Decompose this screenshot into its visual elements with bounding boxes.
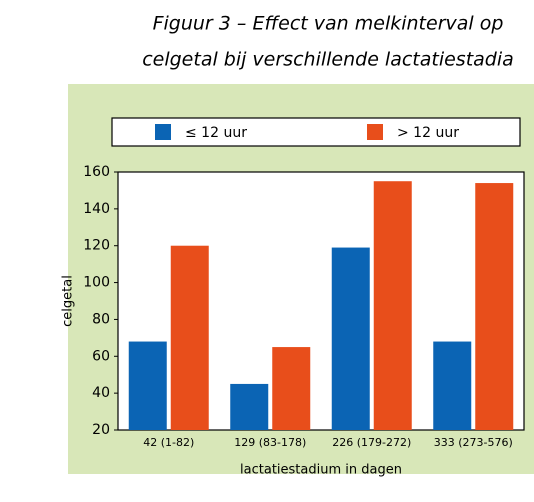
y-tick-label: 60 bbox=[92, 348, 110, 364]
y-tick-label: 140 bbox=[83, 201, 110, 217]
x-tick-label: 333 (273-576) bbox=[434, 436, 513, 449]
legend-swatch bbox=[367, 124, 383, 140]
bar bbox=[331, 247, 370, 430]
legend-swatch bbox=[155, 124, 171, 140]
bar bbox=[433, 341, 472, 430]
y-axis-label: celgetal bbox=[61, 275, 76, 327]
chart-title: Figuur 3 – Effect van melkinterval op bbox=[153, 13, 504, 35]
x-tick-label: 226 (179-272) bbox=[332, 436, 411, 449]
chart-title: celgetal bij verschillende lactatiestadi… bbox=[142, 49, 514, 71]
y-tick-label: 40 bbox=[92, 385, 110, 401]
x-axis-label: lactatiestadium in dagen bbox=[240, 463, 402, 478]
legend-label: > 12 uur bbox=[397, 125, 459, 141]
y-tick-label: 80 bbox=[92, 311, 110, 327]
bar bbox=[373, 181, 412, 430]
y-tick-label: 160 bbox=[83, 164, 110, 180]
legend-box bbox=[111, 117, 521, 147]
bar bbox=[272, 347, 311, 430]
y-tick-label: 100 bbox=[83, 275, 110, 291]
y-tick-label: 20 bbox=[92, 422, 110, 438]
bar bbox=[170, 245, 209, 430]
x-tick-label: 129 (83-178) bbox=[234, 436, 306, 449]
x-tick-label: 42 (1-82) bbox=[143, 436, 194, 449]
bar bbox=[475, 183, 514, 430]
legend-label: ≤ 12 uur bbox=[185, 125, 247, 141]
y-tick-label: 120 bbox=[83, 238, 110, 254]
bar bbox=[230, 383, 269, 430]
bar bbox=[128, 341, 167, 430]
